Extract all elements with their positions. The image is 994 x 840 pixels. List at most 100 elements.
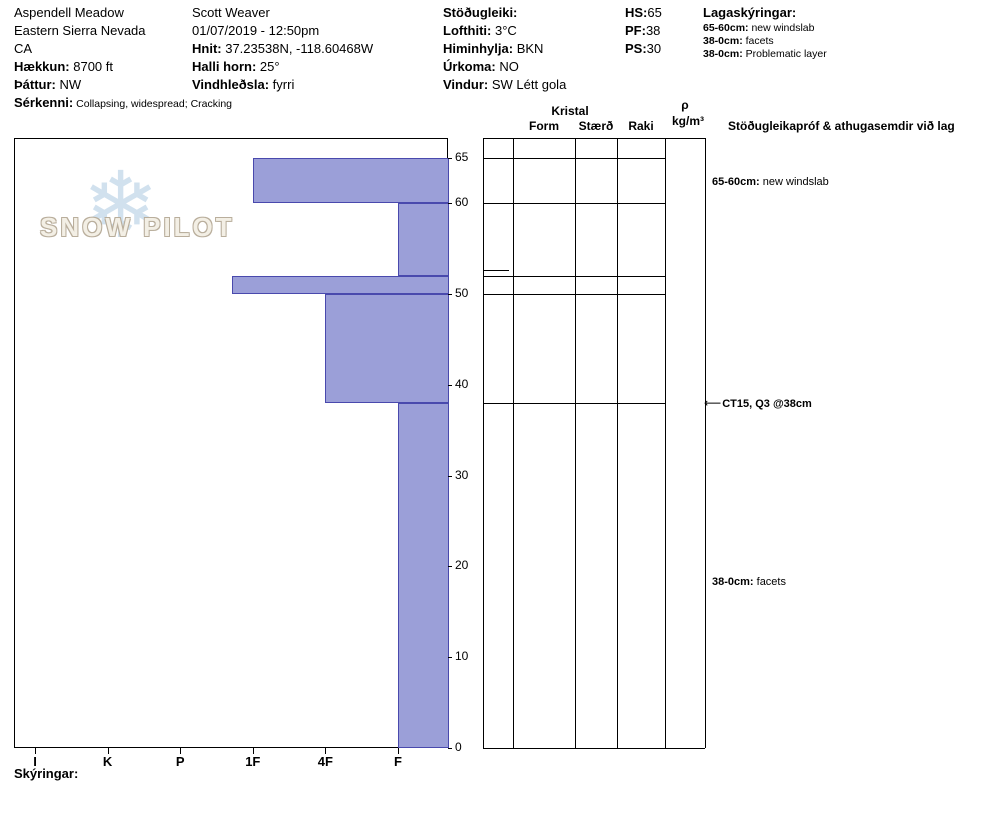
y-axis-tick-label: 65 <box>455 150 469 164</box>
y-axis-tick-label: 20 <box>455 558 469 573</box>
layer-boundary-line <box>483 158 665 159</box>
header-line: PF:38 <box>625 22 662 40</box>
x-axis-tick-mark <box>398 748 399 754</box>
header-column-2: Scott Weaver 01/07/2019 - 12:50pm Hnit: 37… <box>192 4 373 94</box>
header-column-3: Stöðugleiki: Lofthiti: 3°C Himinhylja: BKN… <box>443 4 566 94</box>
header-column-1: Aspendell Meadow Eastern Sierra Nevada CA H… <box>14 4 232 113</box>
y-axis-tick-mark <box>448 158 452 159</box>
field-value: 3°C <box>491 23 517 38</box>
column-header-form: Form <box>529 119 559 133</box>
x-axis-tick-mark <box>325 748 327 754</box>
x-axis-tick-mark <box>180 748 182 754</box>
field-value: 37.23538N, -118.60468W <box>221 41 374 56</box>
header-line: Þáttur: NW <box>14 76 232 94</box>
header-line: 65-60cm: new windslab <box>703 22 827 35</box>
header-line: Hækkun: 8700 ft <box>14 58 232 76</box>
field-value: fyrri <box>269 77 295 92</box>
x-axis-tick-label: F <box>394 754 402 769</box>
y-axis-tick-mark <box>448 203 452 205</box>
field-label: Þáttur: <box>14 77 56 92</box>
layer-comment-annotation: 38-0cm: facets <box>712 576 786 588</box>
snow-layer-bar-50-38 <box>325 294 449 404</box>
field-value: new windslab <box>748 22 815 34</box>
table-grid-vline <box>665 138 666 748</box>
annotation-label: 65-60cm: <box>712 175 760 188</box>
layer-boundary-line <box>483 403 665 405</box>
header-column-4: HS:65 PF:38 PS:30 <box>625 4 662 58</box>
column-header-kristal: Kristal <box>551 104 589 118</box>
header-line: Halli horn: 25° <box>192 58 373 76</box>
column-header-density-unit: kg/m³ <box>671 114 705 128</box>
y-axis-tick-label: 10 <box>455 649 469 664</box>
table-grid-vline <box>705 138 706 748</box>
table-grid-vline <box>617 138 618 748</box>
header-line: 38-0cm: Problematic layer <box>703 48 827 61</box>
field-label: Vindhleðsla: <box>192 77 270 92</box>
header-line: Stöðugleiki: <box>443 4 566 22</box>
field-value: SW Létt gola <box>488 77 567 92</box>
header-line: Hnit: 37.23538N, -118.60468W <box>192 40 373 58</box>
field-value: BKN <box>513 41 544 56</box>
y-axis-tick-mark <box>448 294 452 296</box>
x-axis-tick-label: I <box>33 754 37 769</box>
field-label: Vindur: <box>443 77 489 92</box>
header-line: 38-0cm: facets <box>703 35 827 48</box>
field-value: NW <box>55 77 82 92</box>
annotation-label: 38-0cm: <box>712 575 754 588</box>
field-label: Úrkoma: <box>443 59 496 74</box>
field-value: Collapsing, widespread; Cracking <box>73 98 232 110</box>
field-label: Hækkun: <box>14 59 70 74</box>
x-axis-tick-label: K <box>102 754 113 769</box>
layer-comment-annotation: 65-60cm: new windslab <box>712 176 829 188</box>
header-line: Lofthiti: 3°C <box>443 22 566 40</box>
field-value: Problematic layer <box>742 48 827 60</box>
y-axis-tick-mark <box>448 384 452 386</box>
y-axis-tick-mark <box>448 475 452 477</box>
field-label: PS: <box>625 41 647 56</box>
snow-layer-bar-38-0 <box>398 403 449 748</box>
field-value: NO <box>495 59 519 74</box>
x-axis-tick-label: 4F <box>317 754 333 769</box>
x-axis-tick-label: 1F <box>245 754 261 769</box>
hardness-chart-plot-area <box>14 138 448 748</box>
field-value: facets <box>742 35 774 47</box>
field-value: Eastern Sierra Nevada <box>14 23 146 38</box>
annotation-label: CT15, Q3 @38cm <box>722 398 812 411</box>
table-grid-vline <box>575 138 576 748</box>
header-line: PS:30 <box>625 40 662 58</box>
header-line: Himinhylja: BKN <box>443 40 566 58</box>
left-arrow-icon: ⟵ <box>704 396 721 411</box>
header-line: Vindhleðsla: fyrri <box>192 76 373 94</box>
header-line: Aspendell Meadow <box>14 4 232 22</box>
table-grid-vline <box>483 138 484 748</box>
y-axis-tick-label: 40 <box>455 376 469 391</box>
y-axis-tick-label: 0 <box>455 740 462 754</box>
field-value: Scott Weaver <box>192 5 270 20</box>
annotation-text: new windslab <box>759 175 829 188</box>
field-value: CA <box>14 41 33 56</box>
header-line: Eastern Sierra Nevada <box>14 22 232 40</box>
x-axis-tick-mark <box>252 748 254 754</box>
layer-boundary-line <box>483 294 665 296</box>
field-label: 38-0cm: <box>703 48 743 60</box>
snow-layer-bar-52-50 <box>231 276 449 295</box>
field-label: 38-0cm: <box>703 35 743 47</box>
field-label: Sérkenni: <box>14 95 74 110</box>
x-axis-tick-mark <box>35 748 36 754</box>
header-line: Lagaskýringar: <box>703 4 827 22</box>
y-axis-tick-mark <box>448 657 452 659</box>
header-line: Scott Weaver <box>192 4 373 22</box>
table-grid-vline <box>513 138 514 748</box>
x-axis-tick-label: P <box>175 754 185 769</box>
y-axis-tick-label: 30 <box>455 467 469 482</box>
field-label: Stöðugleiki: <box>443 5 518 20</box>
field-label: PF: <box>625 23 646 38</box>
column-header-raki: Raki <box>628 119 654 133</box>
header-line: Vindur: SW Létt gola <box>443 76 566 94</box>
field-label: HS: <box>625 5 648 20</box>
field-label: Himinhylja: <box>443 41 514 56</box>
stability-test-annotation: ⟵ CT15, Q3 @38cm <box>704 396 812 410</box>
field-value: Aspendell Meadow <box>14 5 124 20</box>
layer-boundary-line <box>483 276 665 277</box>
